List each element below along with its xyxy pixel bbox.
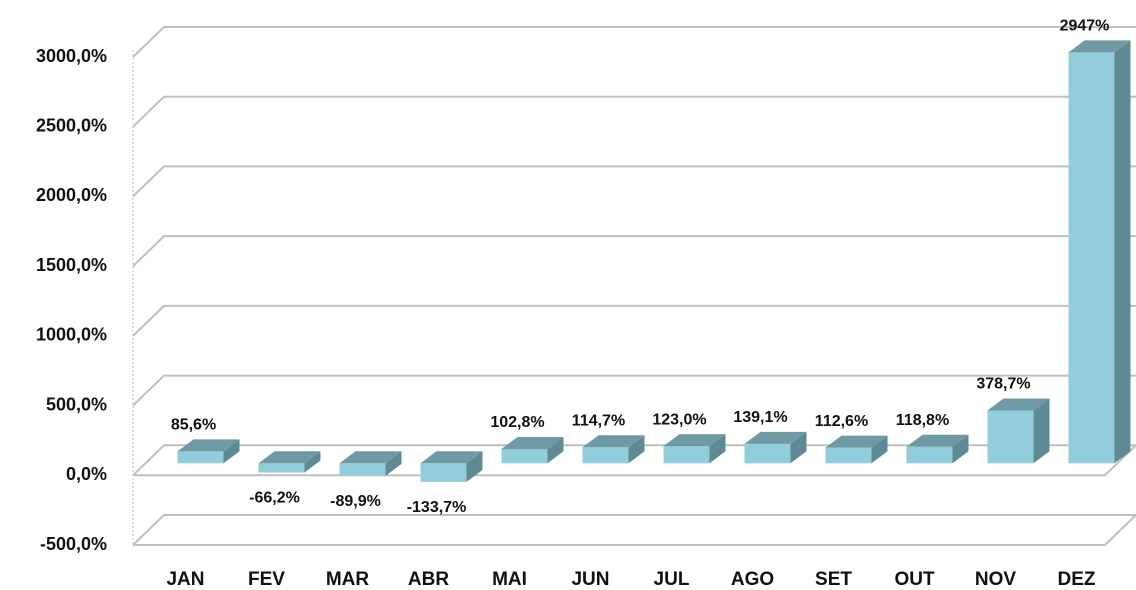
y-tick-label: 1000,0%	[36, 325, 107, 345]
data-label: 2947%	[1060, 18, 1110, 35]
x-tick-label: MAR	[326, 569, 370, 590]
data-label: 139,1%	[733, 409, 787, 426]
x-tick-label: ABR	[408, 569, 449, 590]
bar-top	[582, 435, 645, 448]
bar-top	[339, 451, 402, 464]
grid-line	[132, 304, 1136, 337]
bar	[177, 451, 224, 464]
x-tick-label: AGO	[731, 569, 774, 590]
y-tick-label: 500,0%	[46, 394, 107, 414]
bar-side	[709, 434, 726, 464]
y-tick-label: 2000,0%	[36, 185, 107, 205]
bar	[258, 463, 305, 473]
y-tick-label: 3000,0%	[36, 46, 107, 66]
bar-side	[385, 451, 402, 476]
data-label: -66,2%	[249, 490, 300, 507]
data-label: 378,7%	[976, 376, 1030, 393]
y-tick-label: 0,0%	[66, 464, 107, 484]
data-label: 114,7%	[572, 413, 625, 430]
bar-side	[547, 436, 564, 464]
bar	[987, 410, 1034, 464]
data-label: 102,8%	[490, 414, 544, 431]
bar	[663, 446, 710, 464]
bar-top	[663, 434, 726, 447]
grid-line	[132, 26, 1136, 58]
y-tick-label: -500,0%	[40, 534, 107, 554]
bar-side	[952, 434, 969, 464]
x-tick-label: FEV	[248, 569, 285, 590]
bar	[339, 463, 386, 476]
bar-top	[906, 434, 969, 447]
data-label: 123,0%	[652, 411, 706, 428]
bar-top	[420, 451, 483, 464]
data-label: 85,6%	[171, 417, 216, 434]
data-label: 112,6%	[815, 413, 868, 430]
bar	[744, 443, 791, 464]
bar-side	[628, 435, 645, 464]
bar-top	[744, 431, 807, 444]
grid-line	[132, 235, 1136, 267]
bar	[501, 448, 548, 464]
bar-top	[987, 398, 1050, 411]
grid-line	[132, 165, 1136, 198]
bar-side	[304, 451, 321, 473]
bar-side	[790, 431, 807, 464]
bar-top	[825, 435, 888, 448]
bar-side	[223, 439, 240, 464]
x-tick-label: JAN	[166, 569, 204, 590]
data-label: 118,8%	[896, 412, 949, 429]
data-label: -89,9%	[330, 493, 381, 510]
bar-side	[466, 451, 483, 482]
x-tick-label: DEZ	[1058, 569, 1096, 590]
bar	[825, 447, 872, 464]
x-tick-label: NOV	[975, 569, 1017, 590]
x-tick-label: SET	[815, 569, 852, 590]
bar-top	[177, 439, 240, 452]
grid-line	[132, 514, 1136, 546]
x-tick-label: OUT	[894, 569, 935, 590]
bar-top	[1068, 40, 1131, 53]
bar-top	[258, 451, 321, 464]
bar-side	[1033, 398, 1050, 464]
grid-line	[132, 95, 1136, 128]
bar-side	[871, 435, 888, 464]
bar-top	[501, 436, 564, 449]
x-tick-label: MAI	[492, 569, 527, 590]
bar-side	[1114, 40, 1131, 464]
y-tick-label: 1500,0%	[36, 255, 107, 275]
x-tick-label: JUL	[654, 569, 690, 590]
bar	[582, 447, 629, 464]
x-tick-label: JUN	[571, 569, 609, 590]
bar	[420, 463, 467, 482]
bar	[906, 446, 953, 464]
y-tick-label: 2500,0%	[36, 115, 107, 135]
data-label: -133,7%	[407, 499, 467, 516]
bar	[1068, 52, 1115, 464]
grid-line	[132, 374, 1136, 407]
